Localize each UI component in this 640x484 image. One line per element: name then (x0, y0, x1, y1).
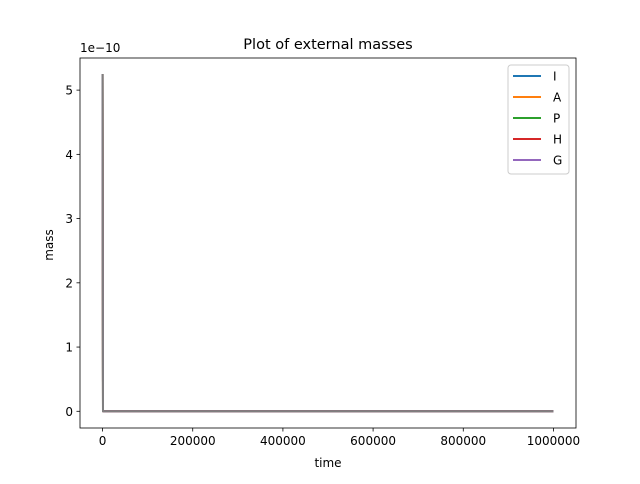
y-axis-label: mass (42, 229, 56, 261)
y-offset-text: 1e−10 (80, 41, 120, 55)
y-tick-label: 3 (65, 212, 73, 226)
y-tick-label: 4 (65, 148, 73, 162)
legend-label-i: I (553, 70, 557, 84)
x-ticks: 0 200000 400000 600000 800000 1000000 (99, 428, 580, 448)
x-tick-label: 1000000 (527, 434, 580, 448)
y-tick-label: 0 (65, 405, 73, 419)
x-tick-label: 400000 (260, 434, 306, 448)
y-tick-label: 2 (65, 276, 73, 290)
x-tick-label: 800000 (440, 434, 486, 448)
plot-frame (79, 57, 577, 429)
x-tick-label: 0 (99, 434, 107, 448)
legend-label-h: H (553, 133, 562, 147)
x-tick-label: 200000 (170, 434, 216, 448)
plot-lines (101, 74, 554, 413)
y-tick-label: 5 (65, 84, 73, 98)
x-tick-label: 600000 (350, 434, 396, 448)
y-ticks: 0 1 2 3 4 5 (65, 84, 80, 419)
legend-label-p: P (553, 112, 560, 126)
y-tick-label: 1 (65, 341, 73, 355)
legend-label-g: G (553, 154, 562, 168)
x-axis-label: time (314, 456, 341, 470)
legend-label-a: A (553, 91, 562, 105)
chart-title: Plot of external masses (243, 37, 412, 53)
legend-box (507, 64, 570, 175)
overlay-series-line (101, 74, 554, 413)
